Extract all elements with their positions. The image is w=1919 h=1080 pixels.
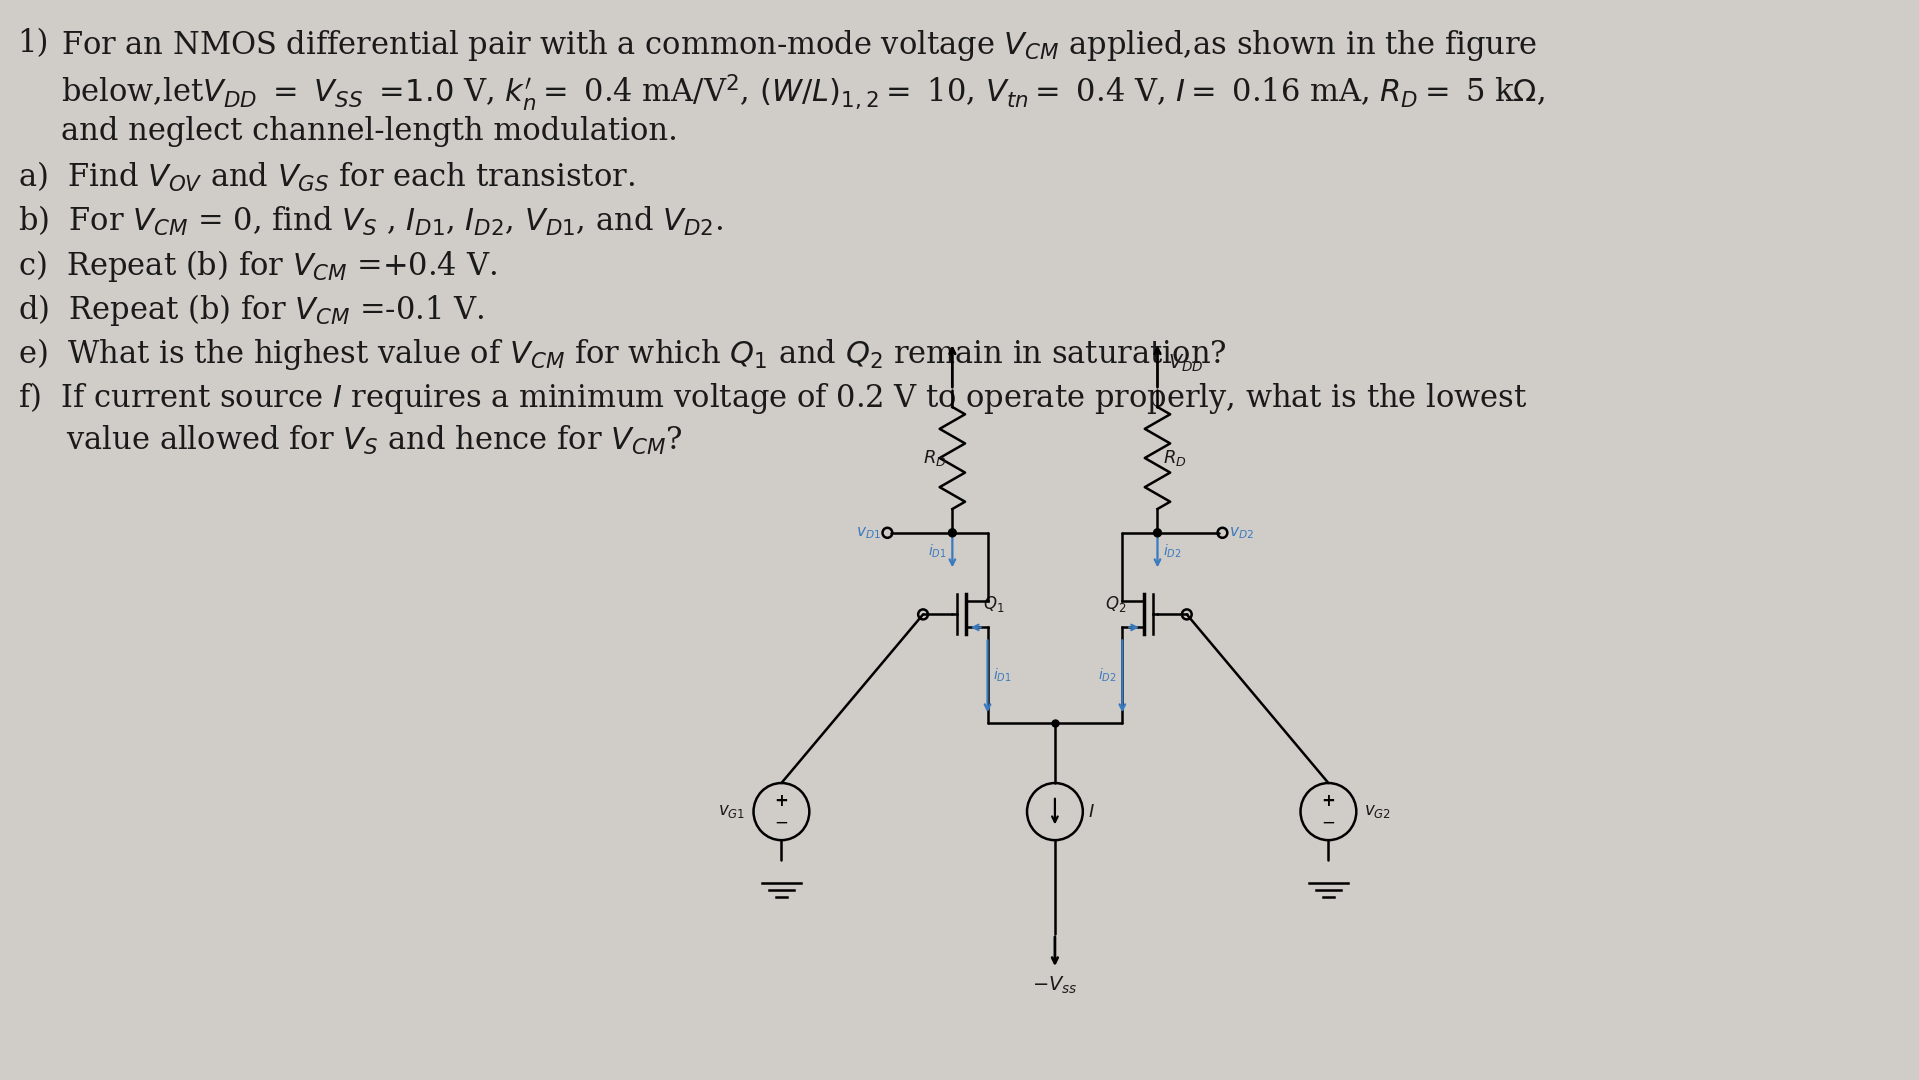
Text: For an NMOS differential pair with a common-mode voltage $V_{CM}$ applied,as sho: For an NMOS differential pair with a com…: [61, 28, 1537, 63]
Text: −: −: [1322, 813, 1336, 832]
Text: a)  Find $V_{OV}$ and $V_{GS}$ for each transistor.: a) Find $V_{OV}$ and $V_{GS}$ for each t…: [17, 160, 635, 194]
Text: $v_{G1}$: $v_{G1}$: [718, 804, 746, 820]
Text: $v_{G2}$: $v_{G2}$: [1364, 804, 1391, 820]
Text: $R_D$: $R_D$: [1163, 448, 1186, 468]
Text: $I$: $I$: [1088, 802, 1094, 821]
Text: −: −: [775, 813, 789, 832]
Text: $i_{D1}$: $i_{D1}$: [994, 666, 1011, 684]
Text: c)  Repeat (b) for $V_{CM}$ =+0.4 V.: c) Repeat (b) for $V_{CM}$ =+0.4 V.: [17, 248, 497, 284]
Circle shape: [948, 529, 956, 537]
Text: $v_{D2}$: $v_{D2}$: [1230, 525, 1255, 541]
Text: f)  If current source $I$ requires a minimum voltage of 0.2 V to operate properl: f) If current source $I$ requires a mini…: [17, 380, 1528, 416]
Text: $i_{D2}$: $i_{D2}$: [1098, 666, 1117, 684]
Text: $Q_2$: $Q_2$: [1105, 594, 1126, 615]
Text: $i_{D1}$: $i_{D1}$: [929, 543, 946, 561]
Text: $i_{D2}$: $i_{D2}$: [1163, 543, 1182, 561]
Text: b)  For $V_{CM}$ = 0, find $V_S$ , $I_{D1}$, $I_{D2}$, $V_{D1}$, and $V_{D2}$.: b) For $V_{CM}$ = 0, find $V_S$ , $I_{D1…: [17, 204, 723, 238]
Text: below,let$V_{DD}$ $=$ $V_{SS}$ $=\!1.0$ V, $k_n'=$ 0.4 mA/V$^2$, $(W/L)_{1,2}=$ : below,let$V_{DD}$ $=$ $V_{SS}$ $=\!1.0$ …: [61, 72, 1545, 113]
Text: $v_{D1}$: $v_{D1}$: [856, 525, 881, 541]
Circle shape: [1153, 529, 1161, 537]
Text: e)  What is the highest value of $V_{CM}$ for which $Q_1$ and $Q_2$ remain in sa: e) What is the highest value of $V_{CM}$…: [17, 336, 1226, 372]
Text: value allowed for $V_S$ and hence for $V_{CM}$?: value allowed for $V_S$ and hence for $V…: [17, 424, 681, 457]
Text: $Q_1$: $Q_1$: [983, 594, 1004, 615]
Text: +: +: [1322, 792, 1336, 810]
Text: $R_D$: $R_D$: [923, 448, 946, 468]
Text: $V_{DD}$: $V_{DD}$: [1169, 352, 1203, 374]
Text: 1): 1): [17, 28, 50, 59]
Text: and neglect channel-length modulation.: and neglect channel-length modulation.: [61, 116, 677, 147]
Text: d)  Repeat (b) for $V_{CM}$ =-0.1 V.: d) Repeat (b) for $V_{CM}$ =-0.1 V.: [17, 292, 484, 328]
Text: +: +: [775, 792, 789, 810]
Text: $-V_{ss}$: $-V_{ss}$: [1032, 975, 1078, 996]
